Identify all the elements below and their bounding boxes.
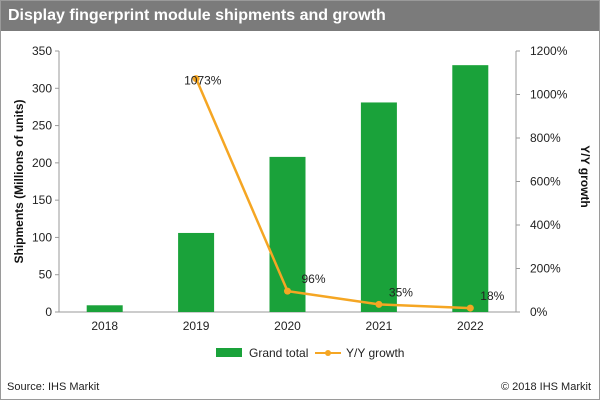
source-note: Source: IHS Markit	[7, 381, 100, 393]
y2-tick-label: 600%	[530, 175, 561, 189]
growth-data-label: 1073%	[184, 74, 222, 88]
x-tick-label: 2019	[183, 319, 210, 333]
growth-data-label: 96%	[302, 272, 326, 286]
growth-point	[284, 287, 291, 295]
x-tick-label: 2020	[274, 319, 301, 333]
chart-title: Display fingerprint module shipments and…	[1, 1, 599, 31]
growth-point	[192, 75, 200, 83]
y2-tick-label: 800%	[530, 131, 561, 145]
y2-tick-label: 0%	[530, 305, 548, 319]
x-tick-label: 2022	[457, 319, 484, 333]
y-tick-label: 50	[39, 268, 53, 282]
y2-tick-label: 1200%	[530, 44, 568, 58]
growth-line	[194, 78, 471, 310]
x-tick-label: 2018	[91, 319, 118, 333]
bar	[269, 156, 306, 312]
copyright-note: © 2018 IHS Markit	[500, 381, 591, 393]
growth-data-label: 18%	[480, 289, 504, 303]
growth-data-label: 35%	[389, 285, 413, 299]
bar	[178, 232, 215, 312]
x-tick-label: 2021	[366, 319, 393, 333]
y-tick-label: 0	[45, 305, 52, 319]
legend-label-growth: Y/Y growth	[346, 346, 404, 360]
y-tick-label: 300	[32, 81, 52, 95]
y-tick-label: 350	[32, 44, 52, 58]
bar	[360, 102, 397, 312]
y2-tick-label: 200%	[530, 262, 561, 276]
y-tick-label: 150	[32, 193, 52, 207]
y-tick-label: 200	[32, 156, 52, 170]
y2-tick-label: 1000%	[530, 88, 568, 102]
growth-point	[375, 300, 383, 308]
bar	[86, 305, 123, 312]
y-axis-title: Shipments (Millions of units)	[12, 100, 26, 264]
growth-point	[466, 304, 474, 312]
y-tick-label: 100	[32, 230, 52, 244]
chart-svg: 0 50 100 150 200 250 300 350 0% 200% 400% 600% 800% 1…	[12, 44, 592, 360]
y2-axis-title: Y/Y growth	[578, 145, 592, 207]
legend-line-marker	[325, 350, 331, 356]
y2-tick-label: 400%	[530, 218, 561, 232]
bar	[452, 65, 489, 312]
legend-label-total: Grand total	[249, 346, 308, 360]
y-tick-label: 250	[32, 119, 52, 133]
legend-bar-swatch	[216, 348, 242, 357]
